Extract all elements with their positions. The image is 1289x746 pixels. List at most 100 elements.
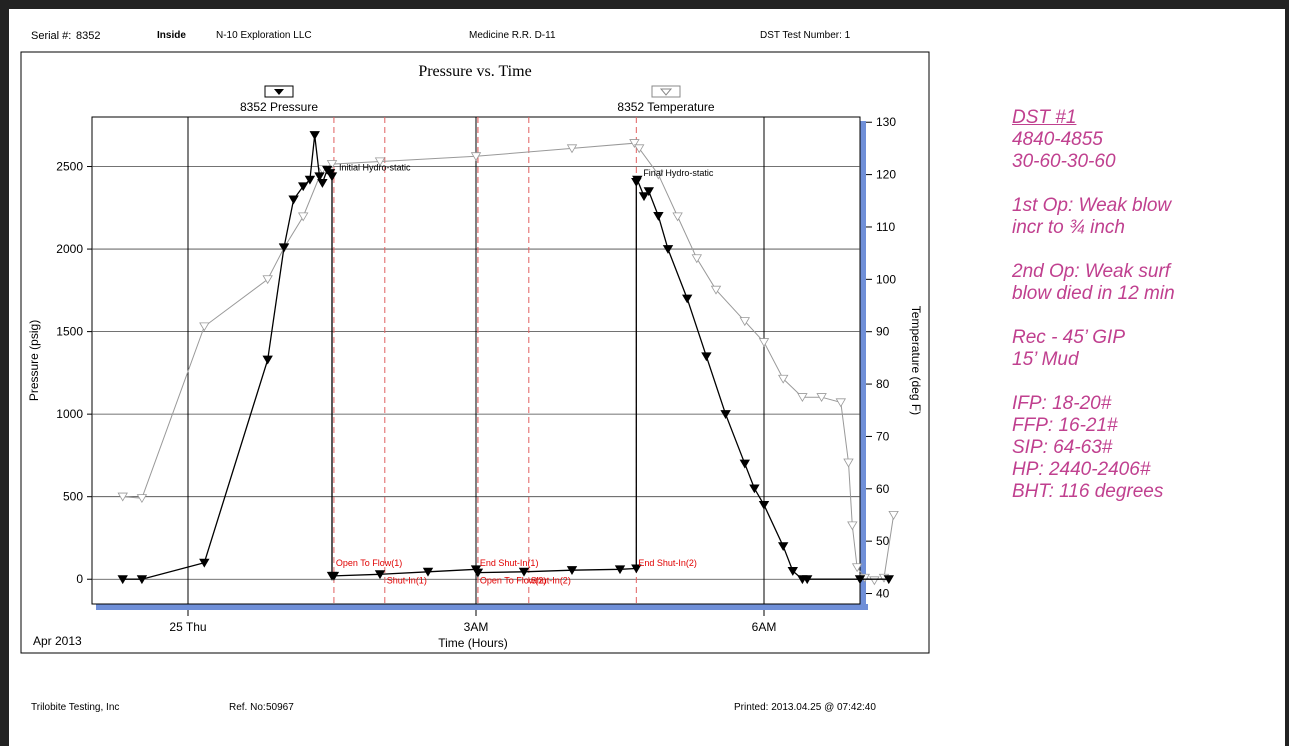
x-axis-label: Time (Hours)	[438, 636, 508, 650]
note-line: 15’ Mud	[1012, 349, 1079, 370]
pressure-point	[653, 212, 664, 221]
y-tick-label: 2000	[56, 242, 83, 256]
pressure-point	[643, 187, 654, 197]
temperature-point	[778, 374, 789, 384]
pressure-point	[682, 294, 693, 304]
x-tick-label: 3AM	[464, 620, 489, 634]
temperature-point	[843, 458, 854, 468]
temperature-point	[888, 510, 899, 520]
note-line: 2nd Op: Weak surf	[1012, 261, 1171, 282]
note-line: blow died in 12 min	[1012, 283, 1175, 304]
pressure-point	[199, 558, 210, 568]
pressure-point	[278, 243, 290, 253]
pressure-point	[758, 500, 770, 510]
legend-pressure-label: 8352 Pressure	[240, 100, 318, 114]
pressure-point	[422, 567, 434, 577]
temperature-series-line	[122, 142, 895, 581]
pressure-point	[326, 172, 338, 182]
y-tick-label: 2500	[56, 160, 83, 174]
y-tick-label: 500	[63, 490, 83, 504]
pressure-point	[298, 182, 309, 192]
pressure-point	[262, 355, 273, 365]
temperature-point	[298, 212, 309, 222]
note-line	[1012, 239, 1282, 261]
temperature-point	[566, 144, 578, 154]
temperature-point	[758, 338, 770, 348]
temperature-point	[629, 139, 640, 149]
printed-timestamp: Printed: 2013.04.25 @ 07:42:40	[734, 702, 876, 713]
y2-tick-label: 70	[876, 429, 890, 443]
pressure-point	[662, 245, 674, 254]
pressure-point	[518, 567, 530, 577]
pressure-point	[304, 175, 316, 185]
note-line: 4840-4855	[1012, 129, 1103, 150]
pressure-point	[472, 568, 484, 578]
pressure-point	[701, 352, 712, 362]
pressure-point	[117, 575, 128, 585]
temperature-point	[117, 492, 128, 502]
temperature-point	[835, 398, 846, 408]
event-label: Shut-In(1)	[387, 575, 427, 585]
serial-label: Serial #:	[31, 30, 72, 42]
pressure-point	[374, 570, 386, 580]
note-line: 1st Op: Weak blow	[1012, 195, 1172, 216]
x-tick-label: 6AM	[752, 620, 777, 634]
temperature-point	[816, 393, 827, 402]
note-line	[1012, 173, 1282, 195]
pressure-point	[136, 575, 148, 585]
event-label: Open To Flow(1)	[336, 558, 402, 568]
y-tick-label: 0	[76, 572, 83, 586]
pressure-point	[288, 195, 299, 205]
y2-axis-bar	[860, 121, 866, 610]
temperature-point	[672, 212, 683, 222]
pressure-point	[632, 175, 643, 185]
note-line: BHT: 116 degrees	[1012, 481, 1164, 502]
well-name: Medicine R.R. D-11	[469, 30, 556, 41]
y-axis-label: Pressure (psig)	[27, 320, 41, 401]
pressure-point	[317, 179, 328, 188]
temperature-point	[653, 170, 664, 180]
pressure-point	[328, 571, 340, 581]
pressure-point	[854, 575, 866, 585]
temperature-point	[739, 317, 750, 327]
note-line: DST #1	[1012, 107, 1077, 128]
pressure-point	[787, 566, 798, 576]
event-label: End Shut-In(1)	[480, 558, 539, 568]
pressure-point	[314, 172, 325, 182]
pressure-point	[778, 542, 789, 552]
pressure-point	[739, 459, 750, 469]
temperature-point	[470, 152, 482, 162]
chart-title: Pressure vs. Time	[418, 63, 531, 80]
pressure-point	[802, 575, 813, 585]
test-number: DST Test Number: 1	[760, 30, 851, 41]
y2-tick-label: 90	[876, 325, 890, 339]
temperature-point	[262, 275, 273, 285]
ref-value: 50967	[266, 702, 294, 713]
y2-tick-label: 130	[876, 115, 896, 129]
note-line: FFP: 16-21#	[1012, 415, 1118, 436]
footer-company: Trilobite Testing, Inc	[31, 702, 120, 713]
note-line: 30-60-30-60	[1012, 151, 1116, 172]
x-tick-label: 25 Thu	[169, 620, 206, 634]
temperature-point	[374, 157, 386, 167]
pressure-point	[749, 484, 760, 494]
y2-tick-label: 60	[876, 482, 890, 496]
temperature-point	[199, 322, 210, 332]
legend-temperature-box	[651, 85, 681, 98]
pressure-point	[566, 566, 578, 575]
legend-temperature-marker	[659, 88, 673, 96]
event-label: Open To Flow(2)	[480, 575, 546, 585]
temperature-point	[136, 494, 148, 504]
serial-value: 8352	[76, 30, 101, 42]
note-line: HP: 2440-2406#	[1012, 459, 1151, 480]
pressure-point	[309, 131, 320, 140]
note-line: IFP: 18-20#	[1012, 393, 1112, 414]
pressure-point	[614, 565, 626, 575]
x-corner-date-label: Apr 2013	[33, 634, 82, 648]
ref-label: Ref. No:	[229, 702, 266, 713]
pressure-point	[638, 192, 650, 202]
legend-pressure-marker	[274, 89, 284, 95]
test-notes: DST #1 4840-4855 30-60-30-60 1st Op: Weak b…	[1012, 107, 1282, 503]
temperature-point	[797, 393, 808, 402]
